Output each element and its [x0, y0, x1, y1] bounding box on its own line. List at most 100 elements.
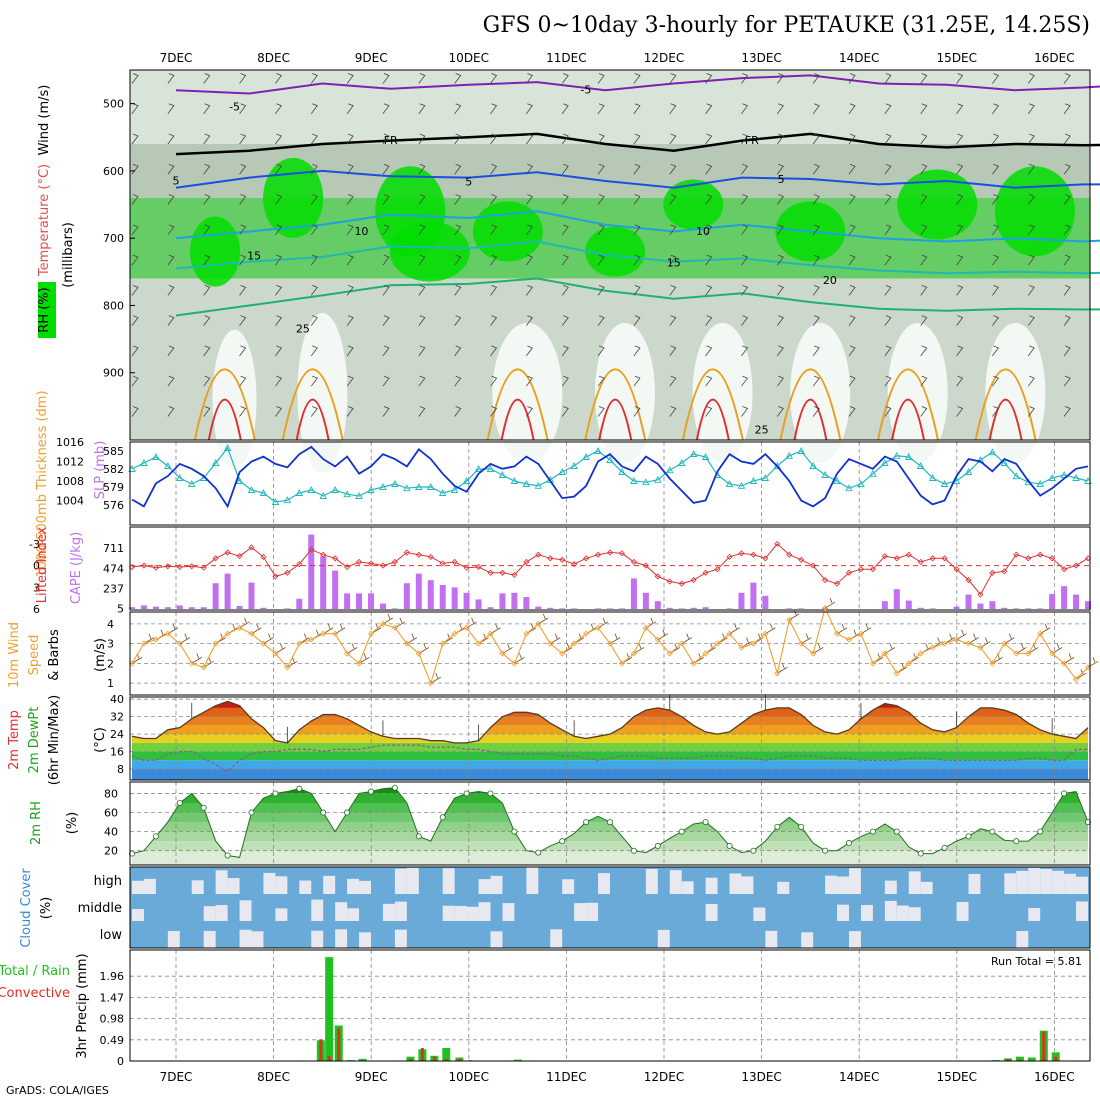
precip-convective-bar	[457, 1058, 461, 1061]
rh-point	[344, 809, 351, 816]
cloud-clear-cell	[837, 876, 849, 894]
temperature-contour-25	[584, 368, 647, 441]
wind-barb	[633, 375, 641, 387]
wind-speed-point	[140, 640, 148, 647]
wind-barb	[920, 345, 928, 357]
lifted-index-point	[822, 576, 829, 584]
bottom-date-label: 12DEC	[644, 1070, 684, 1084]
lifted-index-point	[845, 569, 853, 576]
thickness-point	[677, 459, 686, 466]
lifted-index-point	[774, 540, 781, 547]
rh-point	[798, 823, 805, 830]
wind-barb	[848, 163, 856, 175]
wind-barb	[203, 345, 211, 357]
wind-speed-point	[750, 640, 757, 647]
wind-barb	[669, 103, 677, 114]
wind-speed-point	[535, 620, 542, 627]
rh-point	[702, 819, 709, 826]
wind-barb	[454, 194, 462, 205]
wind-barb	[741, 254, 749, 266]
wind-barb	[633, 254, 641, 266]
wind-barb	[382, 133, 390, 145]
wind-barb	[956, 375, 964, 387]
wind-barb	[597, 284, 605, 296]
temperature-contour-25	[281, 368, 344, 441]
wind-speed-point	[1061, 660, 1068, 667]
wind-barb	[131, 73, 139, 84]
rh-point	[511, 828, 518, 835]
lifted-index-point	[917, 558, 924, 566]
wind-barb	[561, 194, 569, 205]
cape-bar	[1061, 586, 1068, 609]
bottom-date-label: 10DEC	[449, 1070, 489, 1084]
cloud-clear-cell	[526, 867, 539, 894]
wind-barb	[848, 103, 856, 114]
temp-tick-label: 16	[110, 746, 124, 759]
wind-barb	[490, 375, 498, 387]
lifted-index-tick-label: 6	[33, 603, 40, 616]
wind-barb	[346, 406, 354, 417]
cape-bar	[463, 592, 470, 609]
wind-barb	[597, 315, 605, 326]
lifted-index-point	[355, 558, 363, 566]
cloud-clear-cell	[442, 905, 455, 921]
wind-barb	[633, 345, 641, 357]
thickness-point	[176, 474, 184, 481]
cape-bar	[929, 608, 936, 609]
cloud-row-label: low	[100, 928, 123, 943]
rh-point	[1013, 838, 1020, 845]
wind-speed-point	[845, 636, 853, 643]
cape-bar	[260, 607, 267, 609]
cloud-row-label: high	[94, 874, 122, 889]
precip-convective-bar	[319, 1039, 323, 1061]
wind-side-label: Wind (m/s)	[37, 85, 52, 156]
thickness-point	[187, 480, 196, 487]
wind-barb	[669, 194, 677, 205]
rh-point	[535, 849, 542, 856]
wind-barb	[992, 103, 1000, 114]
cape-bar	[977, 603, 984, 609]
wind-speed-line	[131, 606, 1089, 685]
thickness-point	[1012, 472, 1021, 480]
wind-barb	[310, 345, 318, 357]
cape-bar	[654, 601, 661, 609]
cape-bar	[152, 606, 159, 609]
cloud-clear-cell	[132, 909, 144, 921]
lifted-index-point	[224, 549, 231, 556]
lifted-index-point	[212, 555, 219, 562]
wind-speed-point	[559, 650, 566, 657]
cloud-clear-cell	[884, 880, 897, 894]
cloud-clear-cell	[753, 907, 766, 921]
precip-convective-bar	[408, 1058, 412, 1061]
cloud-clear-cell	[394, 929, 407, 948]
wind-speed-point	[511, 660, 518, 667]
wind-barb	[633, 133, 641, 145]
wind-barb	[203, 133, 211, 145]
wind-barb	[884, 345, 892, 357]
wind-barb	[275, 254, 283, 266]
wind-barb	[884, 163, 892, 175]
wind-barb	[956, 315, 964, 326]
wind-barb	[561, 103, 569, 114]
panel-frame	[129, 781, 1091, 866]
temperature-contour-30	[793, 398, 828, 441]
wind-barb	[956, 406, 964, 417]
thickness-point	[211, 459, 220, 466]
contour-label: FR	[384, 134, 398, 147]
rh-dry-region	[790, 322, 851, 463]
lifted-index-tick-label: 3	[33, 581, 40, 594]
cloud-clear-cell	[729, 873, 742, 894]
rh-point	[654, 842, 661, 849]
wind-barb	[131, 194, 139, 205]
wind-barb	[310, 133, 318, 145]
lifted-index-point	[1037, 551, 1044, 558]
lifted-index-point	[714, 566, 721, 573]
cape-tick-label: 711	[103, 542, 124, 555]
rh-point	[822, 847, 829, 854]
cape-tick-label: 237	[103, 583, 124, 596]
wind-barb	[848, 406, 856, 417]
wind-speed-point	[296, 640, 303, 647]
cloud-clear-cell	[908, 871, 921, 894]
wind-barb	[705, 375, 713, 387]
thickness-point	[331, 486, 339, 493]
